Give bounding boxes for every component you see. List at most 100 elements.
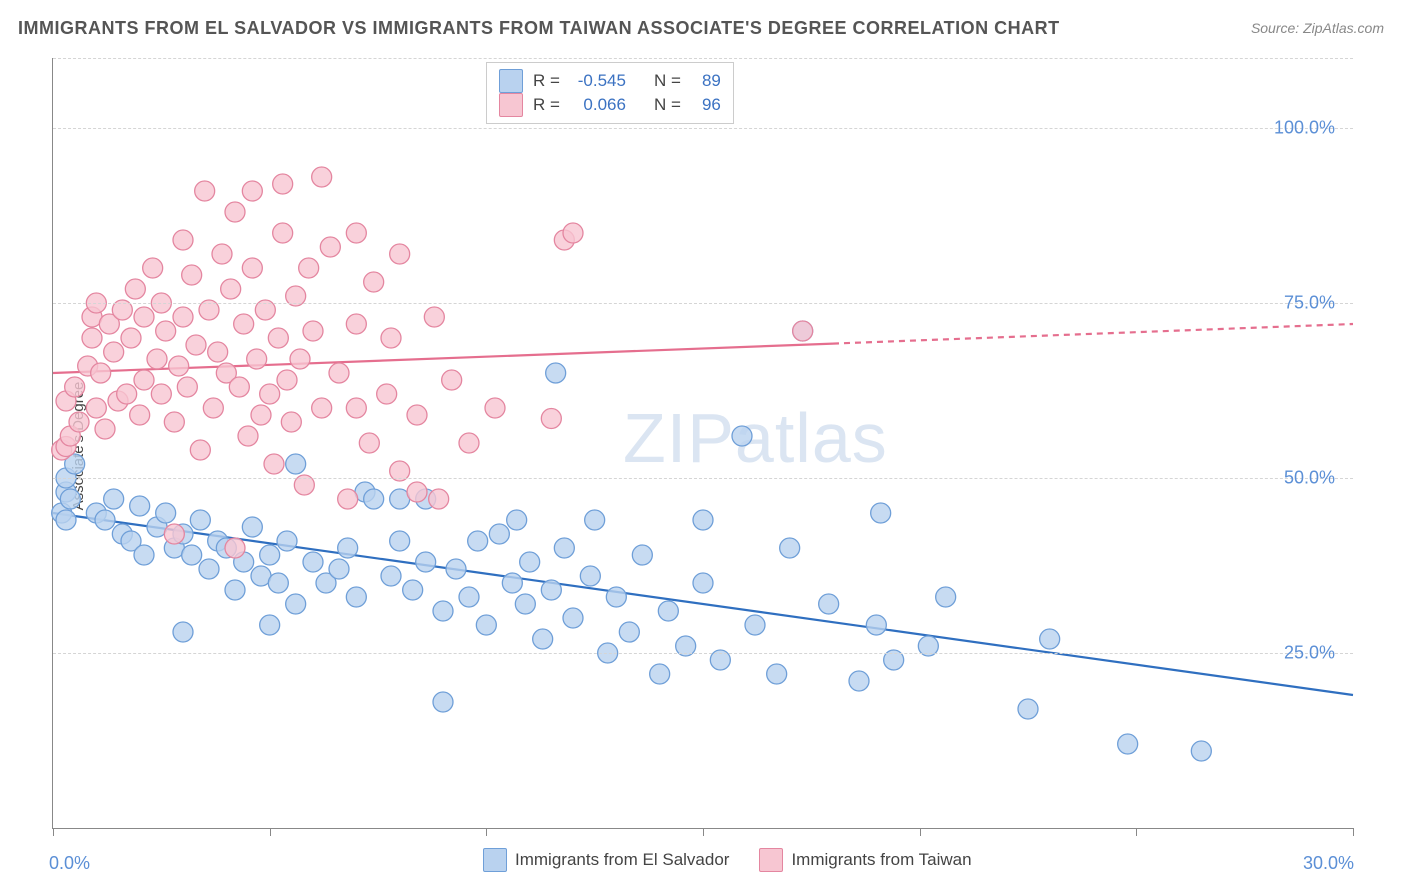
data-point: [264, 454, 284, 474]
data-point: [251, 405, 271, 425]
data-point: [86, 398, 106, 418]
data-point: [130, 496, 150, 516]
data-point: [871, 503, 891, 523]
data-point: [485, 398, 505, 418]
data-point: [433, 692, 453, 712]
data-point: [650, 664, 670, 684]
data-point: [312, 167, 332, 187]
legend-row: R =0.066N =96: [499, 93, 721, 117]
data-point: [1118, 734, 1138, 754]
data-point: [225, 202, 245, 222]
data-point: [104, 342, 124, 362]
data-point: [936, 587, 956, 607]
grid-line: [53, 58, 1353, 59]
data-point: [476, 615, 496, 635]
data-point: [60, 489, 80, 509]
data-point: [260, 384, 280, 404]
data-point: [459, 433, 479, 453]
data-point: [121, 328, 141, 348]
y-tick-label: 100.0%: [1274, 118, 1335, 139]
legend-item-label: Immigrants from Taiwan: [791, 850, 971, 870]
data-point: [281, 412, 301, 432]
data-point: [338, 489, 358, 509]
data-point: [346, 223, 366, 243]
legend-item: Immigrants from Taiwan: [759, 848, 971, 872]
data-point: [489, 524, 509, 544]
data-point: [338, 538, 358, 558]
data-point: [554, 538, 574, 558]
data-point: [381, 328, 401, 348]
data-point: [95, 419, 115, 439]
data-point: [147, 349, 167, 369]
x-tick: [1136, 828, 1137, 836]
grid-line: [53, 303, 1353, 304]
data-point: [359, 433, 379, 453]
data-point: [693, 510, 713, 530]
legend-r-value: -0.545: [570, 69, 626, 93]
data-point: [459, 587, 479, 607]
source-label: Source: ZipAtlas.com: [1251, 20, 1384, 36]
data-point: [56, 510, 76, 530]
y-tick-label: 25.0%: [1284, 643, 1335, 664]
data-point: [182, 265, 202, 285]
data-point: [199, 559, 219, 579]
legend-r-value: 0.066: [570, 93, 626, 117]
grid-line: [53, 653, 1353, 654]
legend-swatch: [483, 848, 507, 872]
data-point: [260, 615, 280, 635]
data-point: [563, 223, 583, 243]
data-point: [407, 405, 427, 425]
data-point: [329, 559, 349, 579]
data-point: [403, 580, 423, 600]
data-point: [156, 321, 176, 341]
data-point: [69, 412, 89, 432]
data-point: [221, 279, 241, 299]
data-point: [134, 545, 154, 565]
legend-r-label: R =: [533, 93, 560, 117]
data-point: [286, 454, 306, 474]
data-point: [619, 622, 639, 642]
data-point: [164, 524, 184, 544]
data-point: [585, 510, 605, 530]
data-point: [195, 181, 215, 201]
data-point: [117, 384, 137, 404]
data-point: [849, 671, 869, 691]
data-point: [273, 223, 293, 243]
y-tick-label: 50.0%: [1284, 468, 1335, 489]
data-point: [381, 566, 401, 586]
data-point: [377, 384, 397, 404]
data-point: [130, 405, 150, 425]
data-point: [134, 307, 154, 327]
data-point: [429, 489, 449, 509]
data-point: [364, 272, 384, 292]
data-point: [273, 174, 293, 194]
data-point: [242, 181, 262, 201]
trend-line: [53, 513, 1353, 695]
data-point: [515, 594, 535, 614]
legend-n-value: 96: [691, 93, 721, 117]
data-point: [1191, 741, 1211, 761]
legend-swatch: [499, 93, 523, 117]
x-tick: [486, 828, 487, 836]
data-point: [151, 384, 171, 404]
data-point: [320, 237, 340, 257]
legend-r-label: R =: [533, 69, 560, 93]
data-point: [442, 370, 462, 390]
data-point: [446, 559, 466, 579]
data-point: [780, 538, 800, 558]
data-point: [247, 349, 267, 369]
data-point: [208, 342, 228, 362]
data-point: [125, 279, 145, 299]
data-point: [303, 552, 323, 572]
data-point: [1018, 699, 1038, 719]
grid-line: [53, 478, 1353, 479]
data-point: [819, 594, 839, 614]
data-point: [277, 370, 297, 390]
data-point: [190, 440, 210, 460]
data-point: [312, 398, 332, 418]
data-point: [541, 409, 561, 429]
data-point: [169, 356, 189, 376]
x-tick: [920, 828, 921, 836]
legend-n-value: 89: [691, 69, 721, 93]
data-point: [407, 482, 427, 502]
